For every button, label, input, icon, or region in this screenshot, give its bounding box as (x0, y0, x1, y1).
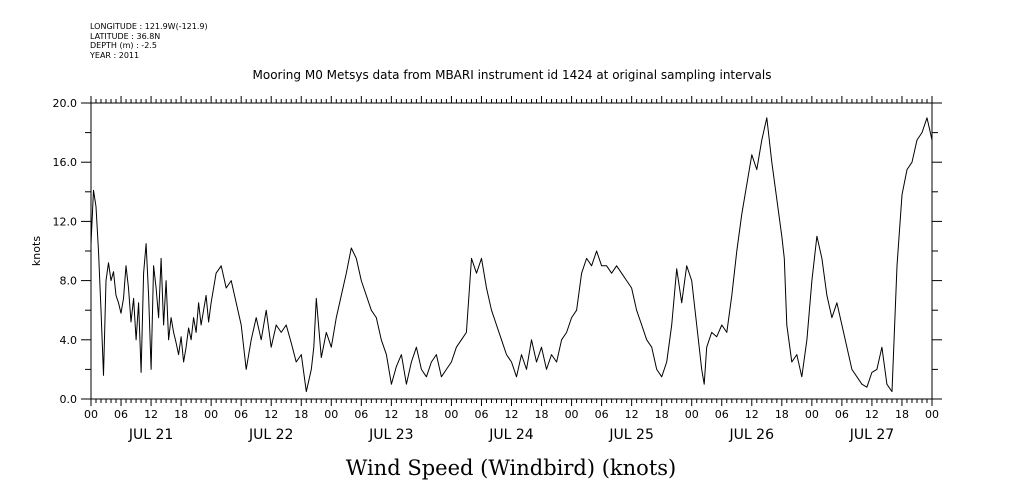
x-tick-label: 18 (294, 408, 308, 421)
x-tick-label: 12 (625, 408, 639, 421)
x-tick-label: 00 (805, 408, 819, 421)
x-tick-label: 00 (925, 408, 939, 421)
x-tick-label: 06 (595, 408, 609, 421)
x-day-label: JUL 24 (488, 427, 534, 443)
chart-title: Mooring M0 Metsys data from MBARI instru… (253, 68, 772, 82)
x-tick-label: 12 (505, 408, 519, 421)
x-day-label: JUL 23 (368, 427, 413, 443)
y-tick-label: 12.0 (53, 215, 78, 228)
y-tick-label: 16.0 (53, 156, 78, 169)
y-axis-label: knots (30, 236, 43, 266)
x-tick-label: 00 (324, 408, 338, 421)
latitude-text: LATITUDE : 36.8N (90, 31, 161, 41)
axis-labels: 00 06 12 18 00 06 12 18 00 06 12 18 00 06 12 18 00 06 12 18… (53, 97, 940, 443)
x-tick-label: 00 (204, 408, 218, 421)
x-day-label: JUL 25 (608, 427, 653, 443)
x-tick-label: 00 (565, 408, 579, 421)
wind-speed-line (90, 117, 933, 393)
x-tick-label: 18 (535, 408, 549, 421)
x-tick-label: 06 (234, 408, 248, 421)
x-day-label: JUL 27 (849, 427, 894, 443)
depth-text: DEPTH (m) : -2.5 (90, 41, 157, 50)
x-tick-label: 00 (685, 408, 699, 421)
x-tick-label: 18 (655, 408, 669, 421)
y-tick-label: 0.0 (60, 393, 78, 406)
series-group (90, 117, 933, 393)
y-tick-label: 4.0 (60, 334, 78, 347)
longitude-text: LONGITUDE : 121.9W(-121.9) (90, 22, 208, 31)
x-tick-label: 18 (414, 408, 428, 421)
axis-ticks (81, 96, 942, 406)
x-tick-label: 18 (174, 408, 188, 421)
x-day-label: JUL 21 (128, 427, 173, 443)
plot-frame (90, 102, 933, 400)
x-tick-label: 06 (114, 408, 128, 421)
x-tick-label: 12 (144, 408, 158, 421)
x-tick-label: 12 (745, 408, 759, 421)
y-tick-label: 8.0 (60, 275, 78, 288)
station-metadata: LONGITUDE : 121.9W(-121.9) LATITUDE : 36… (90, 22, 208, 60)
x-tick-label: 12 (384, 408, 398, 421)
x-tick-label: 06 (474, 408, 488, 421)
x-tick-label: 00 (84, 408, 98, 421)
y-tick-label: 20.0 (53, 97, 78, 110)
x-axis-title: Wind Speed (Windbird) (knots) (346, 456, 676, 480)
x-tick-label: 00 (444, 408, 458, 421)
year-text: YEAR : 2011 (90, 50, 140, 60)
x-tick-label: 06 (715, 408, 729, 421)
x-day-label: JUL 26 (729, 427, 775, 443)
x-tick-label: 12 (865, 408, 879, 421)
x-tick-label: 18 (895, 408, 909, 421)
x-tick-label: 18 (775, 408, 789, 421)
x-tick-label: 06 (354, 408, 368, 421)
x-tick-label: 12 (264, 408, 278, 421)
x-tick-label: 06 (835, 408, 849, 421)
x-day-label: JUL 22 (248, 427, 293, 443)
